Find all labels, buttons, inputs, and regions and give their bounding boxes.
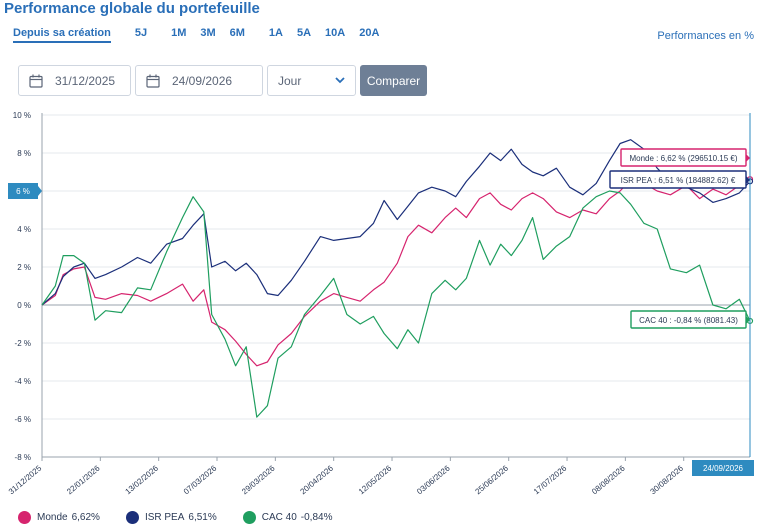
granularity-value: Jour bbox=[278, 73, 302, 88]
calendar-icon bbox=[146, 74, 160, 88]
tooltip-monde: Monde : 6,62 % (296510.15 €) bbox=[620, 148, 750, 167]
period-5y[interactable]: 5A bbox=[296, 27, 312, 39]
legend-value: -0,84% bbox=[300, 512, 333, 523]
x-tick-label: 22/01/2026 bbox=[65, 463, 102, 496]
period-1y[interactable]: 1A bbox=[268, 27, 283, 39]
start-date-field[interactable]: 31/12/2025 bbox=[18, 65, 131, 96]
series-line-isr bbox=[41, 139, 751, 306]
legend-dot-isr-pea bbox=[125, 511, 139, 524]
start-date-value: 31/12/2025 bbox=[55, 73, 116, 88]
y-tick-label: 0 % bbox=[17, 301, 31, 310]
y-marker-label: 6 % bbox=[16, 187, 30, 196]
tooltip-pointer bbox=[746, 176, 750, 184]
chart-legend: Monde 6,62% ISR PEA 6,51% CAC 40 -0,84% bbox=[18, 511, 358, 524]
y-tick-label: 4 % bbox=[17, 225, 31, 234]
y-marker: 6 % bbox=[8, 183, 42, 199]
tooltip-text: ISR PEA : 6,51 % (184882.62) € bbox=[621, 176, 736, 185]
x-tick-label: 03/06/2026 bbox=[415, 463, 452, 496]
tooltip-text: Monde : 6,62 % (296510.15 €) bbox=[629, 154, 737, 163]
tooltip-cac: CAC 40 : -0,84 % (8081.43) bbox=[630, 310, 750, 329]
x-marker: 24/09/2026 bbox=[692, 460, 754, 476]
period-selector: Depuis sa création 5J 1M 3M 6M 1A 5A 10A… bbox=[13, 27, 379, 43]
performance-unit-label: Performances en % bbox=[657, 30, 754, 42]
y-marker-box bbox=[8, 183, 38, 199]
period-10y[interactable]: 10A bbox=[325, 27, 346, 39]
x-marker-box bbox=[692, 460, 754, 476]
period-1m[interactable]: 1M bbox=[171, 27, 187, 39]
granularity-select[interactable]: Jour bbox=[267, 65, 356, 96]
y-tick-label: -8 % bbox=[15, 453, 31, 462]
legend-dot-cac40 bbox=[242, 511, 256, 524]
page-title: Performance globale du portefeuille bbox=[4, 0, 260, 17]
legend-value: 6,62% bbox=[71, 512, 100, 523]
legend-item-monde[interactable]: Monde 6,62% bbox=[18, 511, 100, 524]
y-tick-label: -6 % bbox=[15, 415, 31, 424]
x-tick-label: 13/02/2026 bbox=[123, 463, 160, 496]
x-marker-label: 24/09/2026 bbox=[703, 464, 744, 473]
legend-label: ISR PEA bbox=[144, 512, 185, 523]
period-6m[interactable]: 6M bbox=[229, 27, 245, 39]
y-tick-label: 10 % bbox=[13, 111, 31, 120]
period-20y[interactable]: 20A bbox=[359, 27, 380, 39]
y-tick-label: 2 % bbox=[17, 263, 31, 272]
series-line-cac bbox=[41, 190, 751, 418]
x-tick-label: 29/03/2026 bbox=[240, 463, 277, 496]
performance-chart: 10 % 8 % 6 % 4 % 2 % 0 % -2 % -4 % -6 % -8 %31/12… bbox=[7, 111, 754, 496]
tooltip-text: CAC 40 : -0,84 % (8081.43) bbox=[639, 316, 738, 325]
tooltip-isr: ISR PEA : 6,51 % (184882.62) € bbox=[609, 170, 750, 189]
tooltip-pointer bbox=[746, 316, 750, 324]
x-tick-label: 25/06/2026 bbox=[474, 463, 511, 496]
end-date-value: 24/09/2026 bbox=[172, 73, 233, 88]
chevron-down-icon bbox=[335, 77, 345, 84]
legend-value: 6,51% bbox=[188, 512, 217, 523]
x-tick-label: 30/08/2026 bbox=[649, 463, 686, 496]
x-tick-label: 07/03/2026 bbox=[182, 463, 219, 496]
tooltip-pointer bbox=[746, 154, 750, 162]
y-tick-label: -2 % bbox=[15, 339, 31, 348]
y-tick-label: -4 % bbox=[15, 377, 31, 386]
legend-label: CAC 40 bbox=[261, 512, 297, 523]
x-tick-label: 20/04/2026 bbox=[299, 463, 336, 496]
period-since-creation[interactable]: Depuis sa création bbox=[13, 27, 111, 43]
period-5d[interactable]: 5J bbox=[134, 27, 148, 39]
calendar-icon bbox=[29, 74, 43, 88]
end-date-field[interactable]: 24/09/2026 bbox=[135, 65, 263, 96]
legend-label: Monde bbox=[37, 512, 68, 523]
x-tick-label: 12/05/2026 bbox=[357, 463, 394, 496]
x-tick-label: 31/12/2025 bbox=[7, 463, 44, 496]
legend-dot-monde bbox=[18, 511, 31, 524]
x-tick-label: 08/08/2026 bbox=[590, 463, 627, 496]
y-tick-label: 8 % bbox=[17, 149, 31, 158]
y-marker-pointer bbox=[38, 186, 42, 196]
period-3m[interactable]: 3M bbox=[200, 27, 216, 39]
legend-item-cac40[interactable]: CAC 40 -0,84% bbox=[242, 511, 333, 524]
legend-item-isr-pea[interactable]: ISR PEA 6,51% bbox=[125, 511, 217, 524]
x-tick-label: 17/07/2026 bbox=[532, 463, 569, 496]
compare-button[interactable]: Comparer bbox=[360, 65, 427, 96]
series-line-monde bbox=[41, 178, 751, 367]
